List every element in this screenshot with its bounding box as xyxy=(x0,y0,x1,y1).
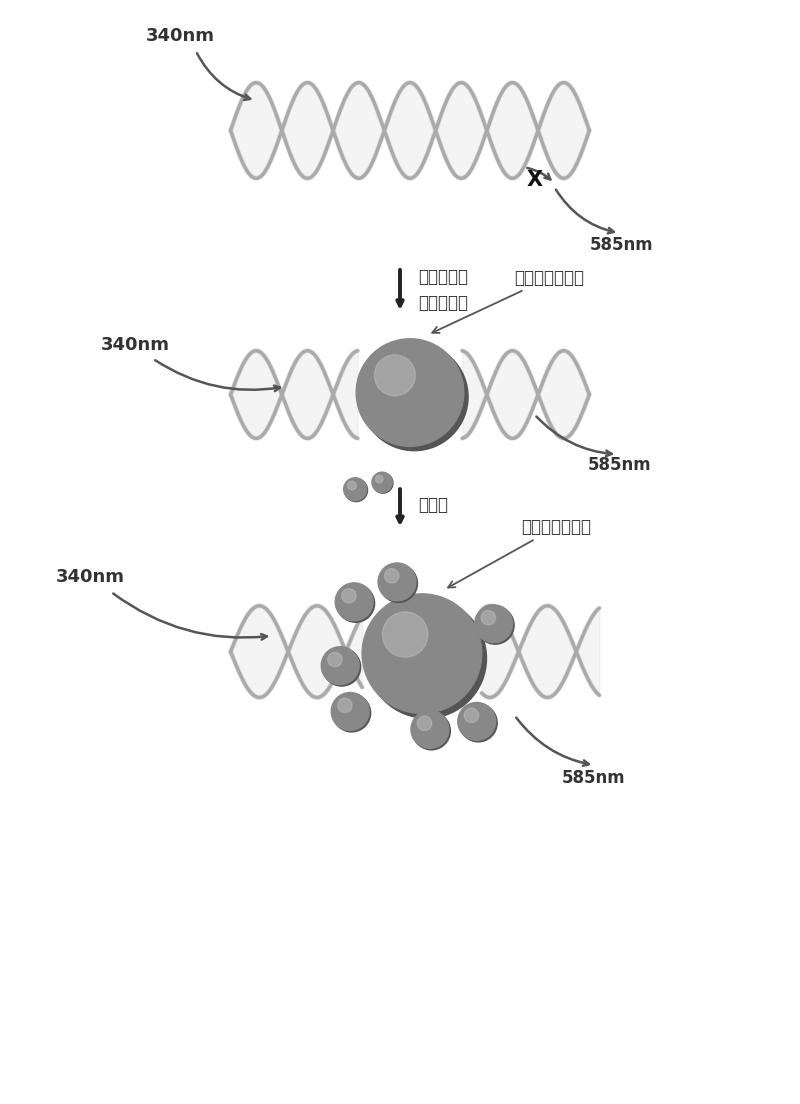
Circle shape xyxy=(413,712,450,750)
Text: 340nm: 340nm xyxy=(56,567,125,586)
Text: 抗坏血酸钓: 抗坏血酸钓 xyxy=(418,294,468,311)
Circle shape xyxy=(374,354,415,396)
Circle shape xyxy=(481,611,495,625)
Circle shape xyxy=(328,652,342,667)
Circle shape xyxy=(474,605,513,643)
Circle shape xyxy=(375,475,383,482)
Text: 340nm: 340nm xyxy=(146,26,215,45)
Text: 荧光铜纳米颏粒: 荧光铜纳米颏粒 xyxy=(448,518,591,587)
Text: 二价铜离子: 二价铜离子 xyxy=(418,268,468,286)
Circle shape xyxy=(322,648,361,686)
Circle shape xyxy=(382,612,428,657)
Circle shape xyxy=(367,598,486,719)
Circle shape xyxy=(322,647,359,684)
Circle shape xyxy=(476,606,514,645)
Text: X: X xyxy=(526,170,542,190)
Circle shape xyxy=(337,584,374,623)
Circle shape xyxy=(331,692,369,731)
Circle shape xyxy=(333,694,370,732)
Circle shape xyxy=(335,583,373,620)
Circle shape xyxy=(345,479,367,501)
Text: 585nm: 585nm xyxy=(562,769,625,787)
Circle shape xyxy=(362,594,482,713)
Circle shape xyxy=(385,569,399,583)
Text: 荧光铜纳米颏粒: 荧光铜纳米颏粒 xyxy=(432,269,585,333)
Circle shape xyxy=(372,473,392,492)
Circle shape xyxy=(411,711,449,749)
Circle shape xyxy=(458,702,496,741)
Text: 钓离子: 钓离子 xyxy=(418,496,448,514)
Circle shape xyxy=(378,563,416,601)
Circle shape xyxy=(379,564,418,603)
Circle shape xyxy=(347,481,356,490)
Circle shape xyxy=(418,716,432,731)
Circle shape xyxy=(459,704,497,742)
Circle shape xyxy=(361,343,468,450)
Text: 340nm: 340nm xyxy=(101,336,170,353)
Circle shape xyxy=(338,698,352,712)
Circle shape xyxy=(356,339,464,446)
Circle shape xyxy=(373,473,393,493)
Text: 585nm: 585nm xyxy=(587,456,651,475)
Text: 585nm: 585nm xyxy=(590,236,653,254)
Circle shape xyxy=(464,708,478,722)
Circle shape xyxy=(344,478,366,501)
Circle shape xyxy=(342,588,356,603)
